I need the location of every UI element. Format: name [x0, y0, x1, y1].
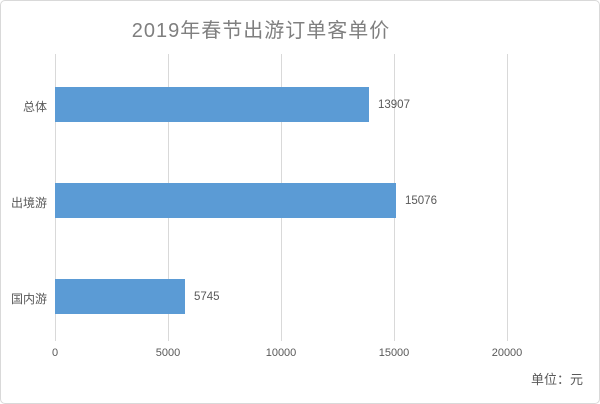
value-label: 13907 [378, 98, 410, 111]
category-label: 总体 [22, 99, 47, 114]
bar-3 [55, 279, 185, 314]
value-label: 5745 [194, 290, 220, 303]
unit-label: 单位：元 [530, 372, 583, 387]
bar-1 [55, 87, 369, 122]
x-tick-label: 15000 [378, 347, 410, 359]
x-tick-label: 10000 [265, 347, 297, 359]
gridline [507, 54, 508, 341]
x-tick-label: 5000 [155, 347, 181, 359]
x-tick-label: 0 [51, 347, 59, 359]
category-label: 出境游 [10, 195, 47, 210]
bar-2 [55, 183, 396, 218]
x-tick-label: 20000 [491, 347, 523, 359]
chart-title: 2019年春节出游订单客单价 [131, 20, 391, 42]
value-label: 15076 [405, 194, 437, 207]
category-label: 国内游 [10, 291, 47, 306]
